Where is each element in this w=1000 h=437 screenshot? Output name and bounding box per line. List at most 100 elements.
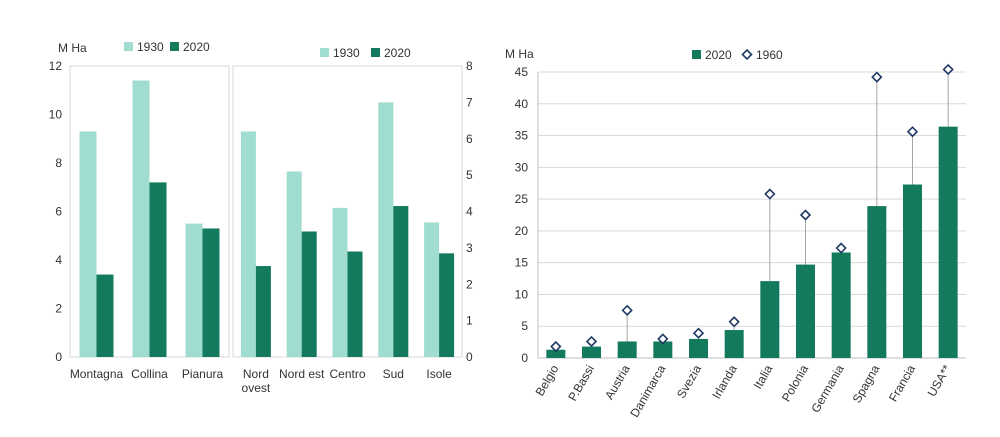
bar-2020	[938, 126, 958, 358]
y-tick-label: 5	[466, 168, 473, 182]
y-tick-label: 2	[55, 302, 62, 316]
y-tick-label: 6	[55, 205, 62, 219]
marker-1960	[942, 63, 954, 76]
x-tick-label: Polonia	[779, 362, 811, 404]
x-tick-label: Sud	[383, 367, 404, 381]
bar-2020	[903, 184, 922, 358]
bar-2020	[689, 338, 708, 358]
marker-1960	[871, 71, 883, 83]
marker-1960	[799, 209, 812, 221]
marker-1960	[764, 188, 776, 200]
y-tick-label: 15	[515, 256, 529, 270]
y-tick-label: 3	[466, 241, 473, 255]
x-tick-label: Montagna	[70, 367, 124, 381]
x-tick-label: Austria	[602, 362, 633, 402]
legend-swatch-1930	[124, 42, 133, 51]
marker-1960	[585, 335, 598, 348]
x-tick-label: USA**	[925, 362, 954, 399]
bar-2020	[617, 341, 637, 358]
y-tick-label: 8	[466, 59, 473, 73]
bar-1930-region-3	[332, 207, 348, 357]
bar-1930-collina	[132, 80, 150, 358]
marker-1960	[657, 333, 669, 345]
bar-2020-region-2	[301, 231, 317, 357]
x-tick-label: Svezia	[674, 362, 704, 400]
marker-1960	[550, 340, 562, 353]
y-tick-label: 12	[49, 59, 63, 73]
x-tick-label: P.Bassi	[565, 363, 597, 404]
bar-1930-pianura	[185, 223, 203, 357]
bar-1930-region-1	[240, 131, 256, 357]
legend-swatch-2020	[170, 42, 179, 51]
x-tick-label: Collina	[131, 367, 168, 381]
legend-swatch-2020	[371, 48, 380, 57]
legend-swatch-1930	[320, 48, 329, 57]
legend-marker-1960	[741, 48, 753, 61]
bar-2020	[582, 346, 601, 358]
y-tick-label: 10	[49, 108, 63, 122]
y-tick-label: 30	[515, 160, 529, 174]
bar-1930-region-5	[424, 222, 440, 357]
bar-2020-region-1	[255, 266, 271, 357]
y-axis-label: M Ha	[505, 47, 534, 61]
bar-2020-region-3	[347, 251, 363, 357]
legend: 2020 1960	[692, 48, 783, 62]
x-tick-label: Italia	[751, 362, 776, 391]
y-tick-label: 40	[515, 97, 529, 111]
y-tick-label: 25	[515, 192, 529, 206]
y-axis-label: M Ha	[58, 41, 87, 55]
legend-label-2020: 2020	[705, 48, 732, 62]
legend-label-2020: 2020	[183, 40, 210, 54]
y-tick-label: 4	[466, 205, 473, 219]
y-tick-label: 2	[466, 277, 473, 291]
bar-1930-montagna	[79, 131, 97, 357]
legend-label-1930: 1930	[333, 46, 360, 60]
x-tick-label: Pianura	[182, 367, 224, 381]
x-tick-label: Danimarca	[627, 362, 668, 420]
x-tick-label: ovest	[242, 381, 271, 395]
bar-1930-region-2	[286, 171, 302, 357]
bar-1930-region-4	[378, 102, 394, 357]
y-tick-label: 5	[521, 319, 528, 333]
legend: 1930 2020	[320, 46, 411, 60]
x-tick-label: Nord	[243, 367, 269, 381]
bar-2020-pianura	[202, 228, 220, 357]
marker-1960	[728, 316, 740, 328]
bar-2020-region-5	[439, 253, 455, 357]
marker-1960	[692, 327, 705, 339]
y-tick-label: 35	[515, 129, 529, 143]
y-tick-label: 20	[515, 224, 529, 238]
y-tick-label: 10	[515, 287, 529, 301]
x-tick-label: Spagna	[850, 362, 883, 405]
legend: 1930 2020	[124, 40, 210, 54]
bar-2020	[760, 281, 780, 358]
y-tick-label: 0	[521, 351, 528, 365]
y-tick-label: 45	[515, 65, 529, 79]
y-tick-label: 8	[55, 156, 62, 170]
marker-1960	[906, 126, 919, 138]
bar-2020	[867, 206, 887, 358]
legend-swatch-2020	[692, 50, 701, 59]
y-tick-label: 0	[55, 350, 62, 364]
x-tick-label: Irlanda	[709, 362, 740, 401]
marker-1960	[835, 242, 847, 254]
legend-label-2020: 2020	[384, 46, 411, 60]
bar-2020-collina	[149, 182, 167, 357]
bar-2020-montagna	[96, 274, 114, 357]
bar-2020	[724, 330, 744, 358]
y-tick-label: 4	[55, 253, 62, 267]
x-tick-label: Centro	[329, 367, 365, 381]
legend-label-1960: 1960	[756, 48, 783, 62]
marker-1960	[621, 304, 633, 316]
x-tick-label: Belgio	[533, 362, 562, 398]
y-tick-label: 6	[466, 132, 473, 146]
x-tick-label: Nord est	[279, 367, 325, 381]
bar-2020	[831, 252, 851, 358]
legend-label-1930: 1930	[137, 40, 164, 54]
x-tick-label: Germania	[808, 362, 847, 415]
y-tick-label: 7	[466, 95, 473, 109]
bar-2020	[796, 264, 815, 358]
